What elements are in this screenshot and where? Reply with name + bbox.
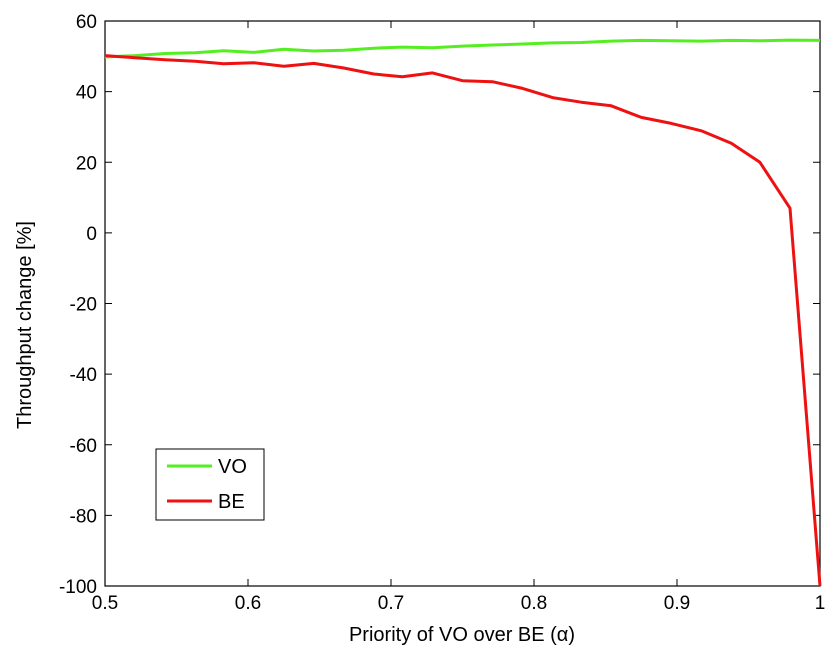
legend-label-vo: VO xyxy=(218,456,247,478)
x-tick-label: 0.5 xyxy=(92,593,118,614)
y-axis-label: Throughput change [%] xyxy=(14,221,36,429)
y-tick-label: -80 xyxy=(70,506,97,527)
y-tick-label: 0 xyxy=(86,224,97,245)
y-tick-label: -60 xyxy=(70,436,97,457)
x-tick-label: 0.8 xyxy=(521,593,547,614)
x-tick-label: 1 xyxy=(815,593,826,614)
y-tick-label: -20 xyxy=(70,295,97,316)
x-tick-labels: 0.5 0.6 0.7 0.8 0.9 1 xyxy=(92,593,826,614)
series-line-be xyxy=(104,54,822,587)
series-lines xyxy=(104,38,822,587)
x-tick-label: 0.7 xyxy=(378,593,404,614)
y-tick-label: 40 xyxy=(76,83,97,104)
x-tick-label: 0.9 xyxy=(664,593,690,614)
legend-label-be: BE xyxy=(218,491,245,513)
y-tick-label: 20 xyxy=(76,153,97,174)
y-tick-label: -40 xyxy=(70,365,97,386)
legend-box xyxy=(155,448,265,521)
y-tick-label: 60 xyxy=(76,12,97,33)
y-tick-labels: -100 -80 -60 -40 -20 0 20 40 60 xyxy=(59,12,97,598)
x-tick-label: 0.6 xyxy=(235,593,261,614)
legend: VO BE xyxy=(155,448,265,521)
series-line-vo xyxy=(104,38,821,59)
x-axis-label: Priority of VO over BE (α) xyxy=(349,624,575,646)
y-tick-label: -100 xyxy=(59,577,97,598)
